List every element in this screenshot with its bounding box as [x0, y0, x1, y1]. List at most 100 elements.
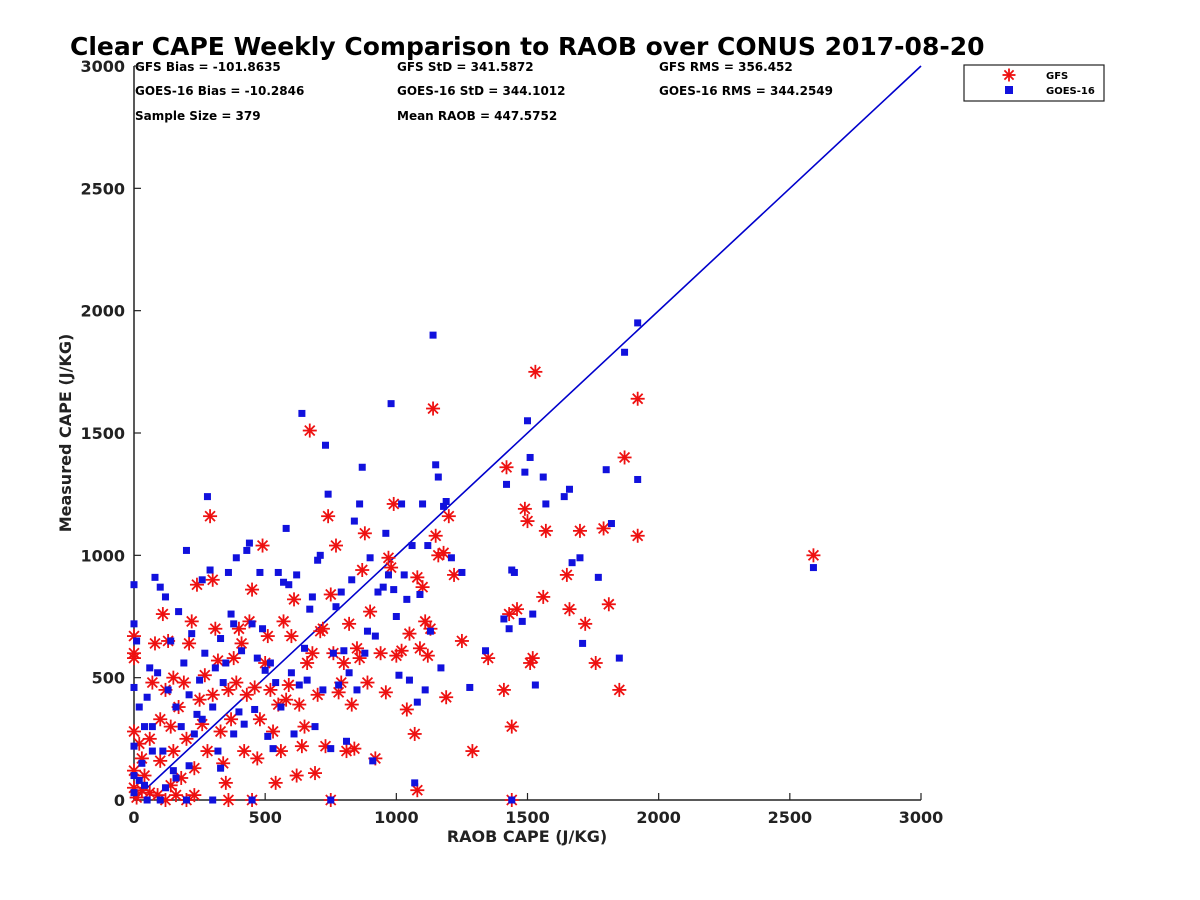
gfs-point [630, 528, 645, 543]
goes16-point [301, 644, 309, 652]
gfs-point [297, 719, 312, 734]
goes16-point [227, 610, 235, 618]
goes16-point [466, 683, 474, 691]
gfs-point [410, 570, 425, 585]
goes16-point [500, 615, 508, 623]
goes16-point [576, 554, 584, 562]
gfs-point [528, 364, 543, 379]
goes16-point [224, 568, 232, 576]
goes16-point [133, 637, 141, 645]
legend-box [963, 64, 1105, 102]
goes16-point [303, 676, 311, 684]
gfs-point [203, 509, 218, 524]
x-tick-label: 1500 [505, 808, 550, 827]
gfs-point [439, 690, 454, 705]
gfs-point [221, 793, 236, 807]
goes16-point [135, 776, 143, 784]
gfs-point [520, 514, 535, 529]
legend-gfs-asterisk [1002, 68, 1016, 82]
goes16-point [602, 466, 610, 474]
gfs-point [363, 604, 378, 619]
gfs-point [596, 521, 611, 536]
gfs-point [147, 636, 162, 651]
gfs-point [559, 567, 574, 582]
goes16-point [539, 473, 547, 481]
goes16-point [146, 664, 154, 672]
y-tick-label: 1500 [80, 424, 125, 443]
series-goes16 [130, 319, 817, 804]
gfs-point [499, 460, 514, 475]
gfs-point [153, 712, 168, 727]
goes16-point [130, 742, 138, 750]
goes16-point [634, 475, 642, 483]
goes16-point [259, 625, 267, 633]
goes16-point [327, 796, 335, 804]
goes16-point [382, 529, 390, 537]
goes16-point [809, 564, 817, 572]
gfs-point [381, 550, 396, 565]
goes16-point [458, 568, 466, 576]
goes16-point [508, 796, 516, 804]
gfs-point [347, 741, 362, 756]
goes16-point [579, 639, 587, 647]
gfs-point [562, 602, 577, 617]
goes16-point [190, 730, 198, 738]
stats-block: GFS Bias = -101.8635 GOES-16 Bias = -10.… [135, 60, 833, 123]
goes16-point [269, 745, 277, 753]
goes16-point [261, 666, 269, 674]
goes16-point [398, 500, 406, 508]
goes16-point [324, 490, 332, 498]
x-axis-label: RAOB CAPE (J/KG) [447, 827, 607, 846]
legend-goes16-label: GOES-16 [1046, 86, 1095, 97]
goes16-point [148, 723, 156, 731]
goes16-point [243, 546, 251, 554]
gfs-point [237, 744, 252, 759]
goes16-point [130, 620, 138, 628]
gfs-point [328, 538, 343, 553]
chart-title: Clear CAPE Weekly Comparison to RAOB ove… [70, 32, 985, 61]
goes16-point [510, 568, 518, 576]
gfs-point [153, 753, 168, 768]
gfs-point [378, 685, 393, 700]
gfs-point [205, 687, 220, 702]
goes16-point [156, 796, 164, 804]
gfs-point [226, 651, 241, 666]
gfs-point [213, 724, 228, 739]
gfs-point [289, 768, 304, 783]
y-ticks: 0 500 1000 1500 2000 2500 3000 [80, 57, 141, 810]
gfs-point [182, 636, 197, 651]
goes16-point [235, 708, 243, 716]
gfs-point [284, 629, 299, 644]
goes16-point [230, 620, 238, 628]
goes16-point [615, 654, 623, 662]
gfs-point [412, 641, 427, 656]
series-gfs [127, 364, 821, 807]
goes16-point [379, 583, 387, 591]
goes16-point [193, 710, 201, 718]
goes16-point [161, 784, 169, 792]
goes16-point [287, 669, 295, 677]
gfs-point [166, 670, 181, 685]
goes16-point [180, 659, 188, 667]
gfs-point [441, 509, 456, 524]
goes16-point [369, 757, 377, 765]
x-tick-label: 0 [128, 808, 139, 827]
gfs-point [402, 626, 417, 641]
x-tick-label: 500 [248, 808, 281, 827]
goes16-point [426, 627, 434, 635]
goes16-point [206, 566, 214, 574]
gfs-point [323, 587, 338, 602]
goes16-point [285, 581, 293, 589]
goes16-point [319, 686, 327, 694]
goes16-point [135, 703, 143, 711]
gfs-point [260, 629, 275, 644]
goes16-point [353, 686, 361, 694]
gfs-point [184, 614, 199, 629]
goes16-point [621, 348, 629, 356]
goes16-point [151, 573, 159, 581]
goes16-point [529, 610, 537, 618]
gfs-point [263, 682, 278, 697]
gfs-point [127, 724, 141, 739]
goes16-point [356, 500, 364, 508]
gfs-point [342, 616, 357, 631]
